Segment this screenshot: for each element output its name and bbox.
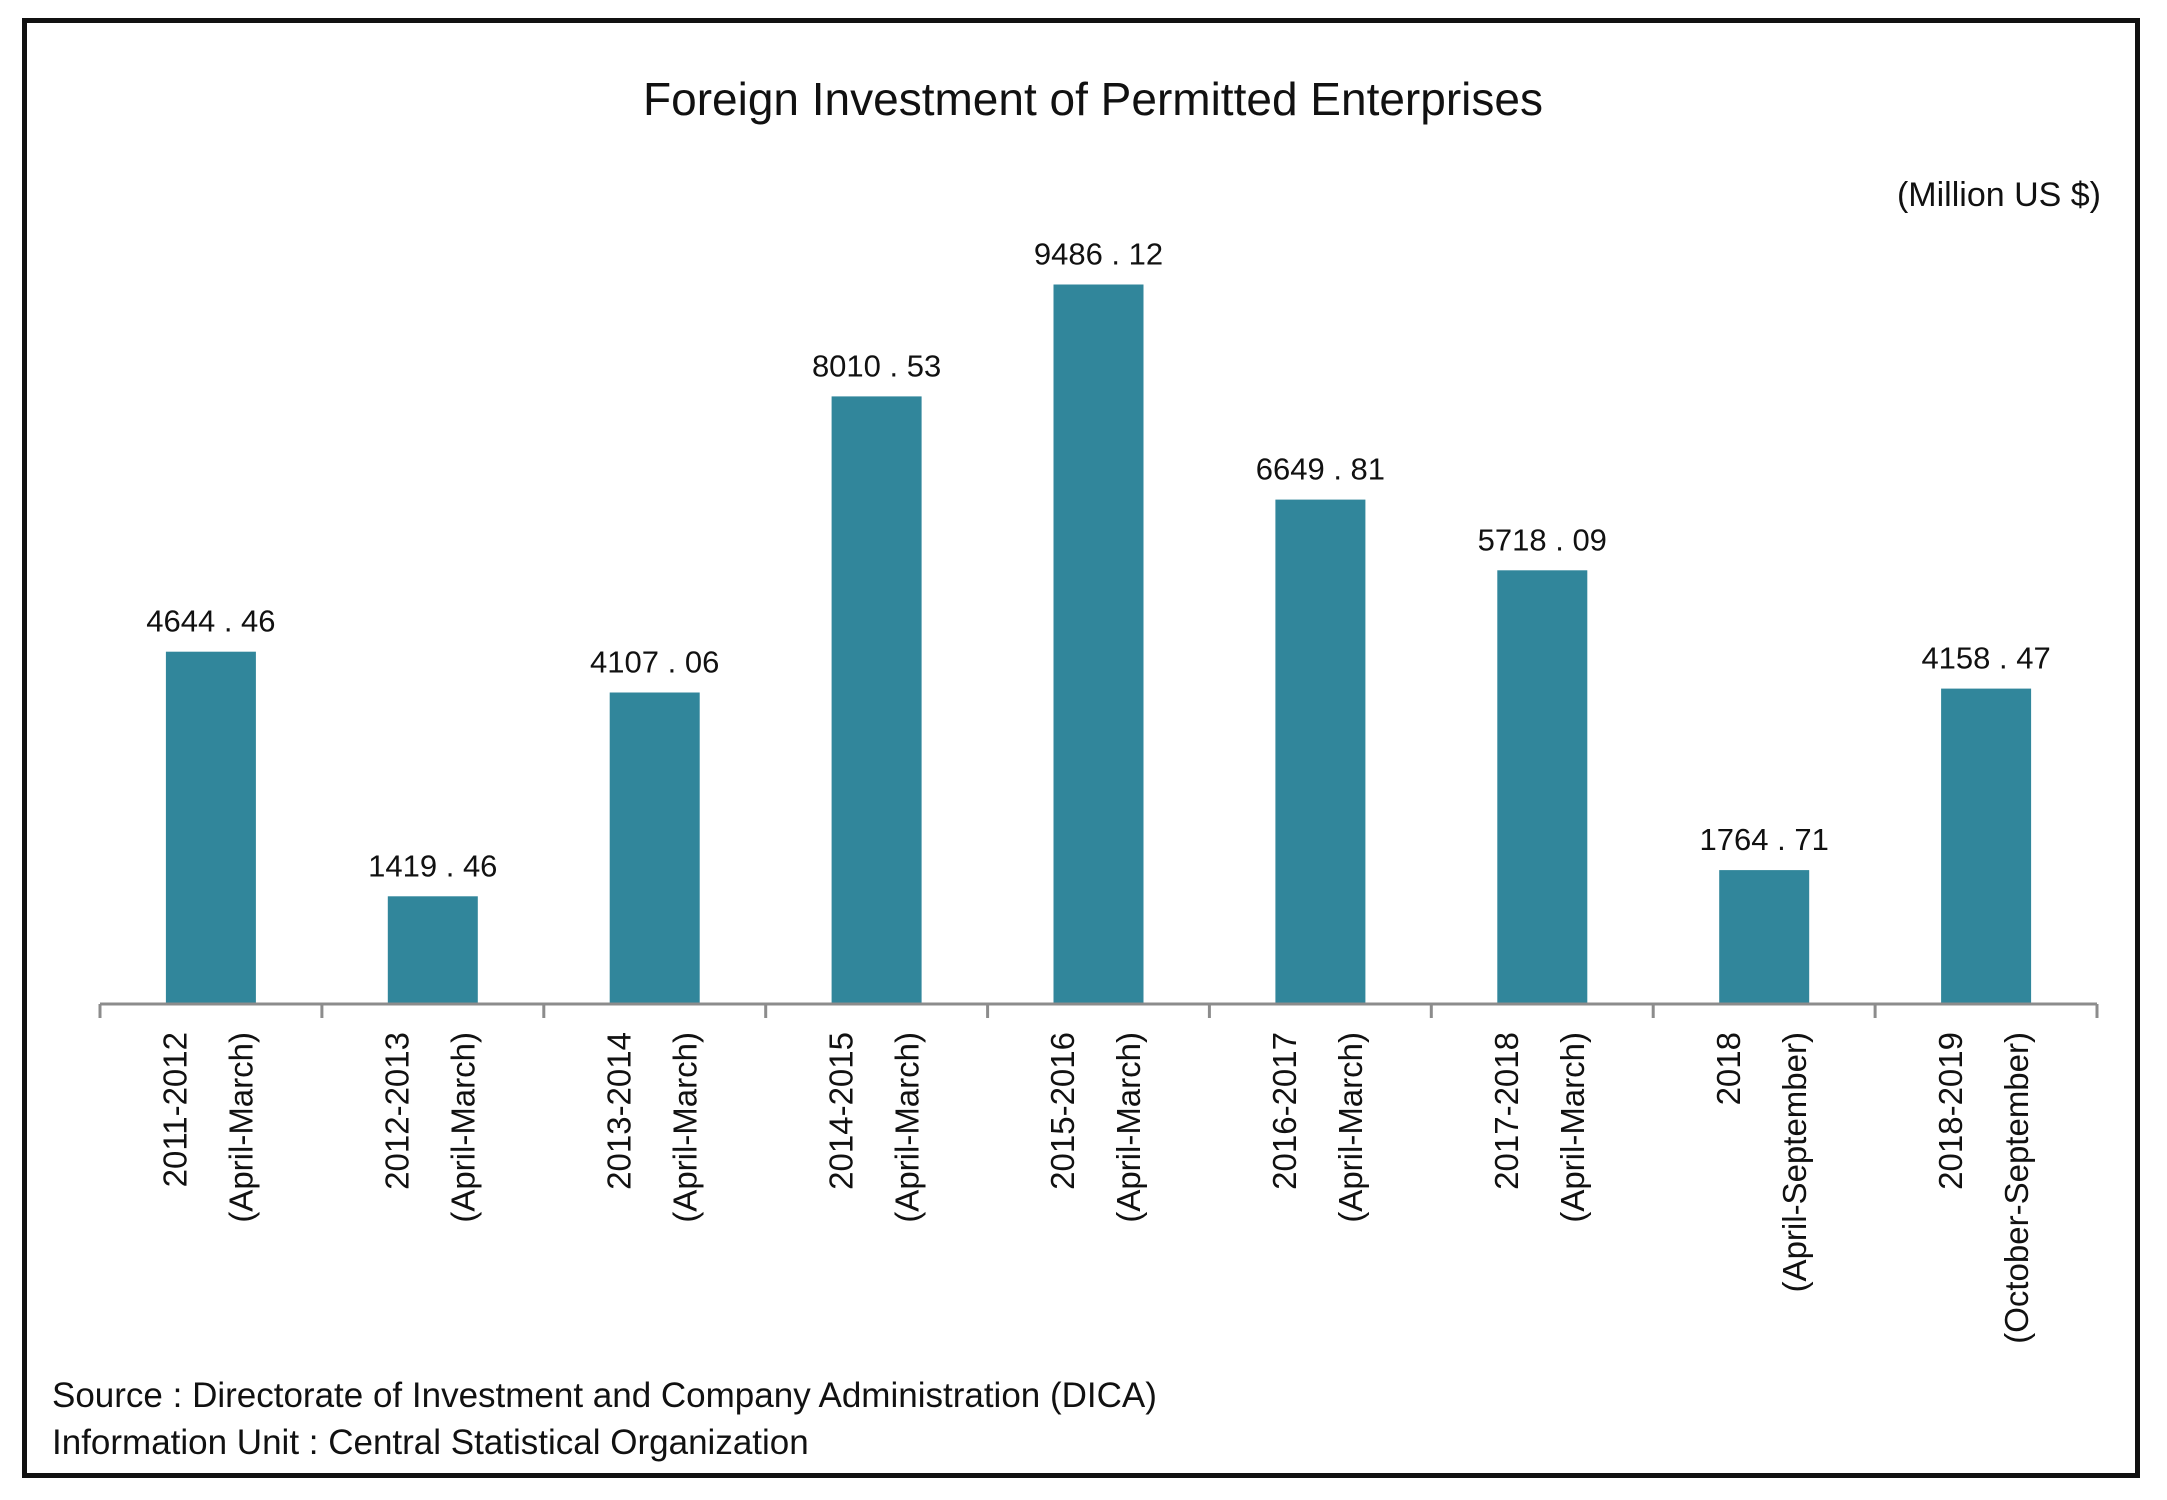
category-line-7-1: 2017-2018 [1488,1032,1525,1190]
bar-8 [1719,870,1810,1004]
data-label-1: 4644 . 46 [146,604,275,639]
bar-6 [1275,499,1366,1004]
info-unit-note: Information Unit : Central Statistical O… [52,1423,809,1462]
data-label-6: 6649 . 81 [1256,452,1385,487]
source-note: Source : Directorate of Investment and C… [52,1376,1157,1415]
bar-9 [1941,688,2032,1004]
bar-3 [609,692,700,1004]
bar-5 [1053,284,1144,1004]
chart-frame [22,18,2140,1478]
category-line-7-2: (April-March) [1554,1032,1591,1223]
chart-title: Foreign Investment of Permitted Enterpri… [643,73,1543,125]
category-line-3-1: 2013-2014 [600,1032,637,1190]
category-label-9: 2018-2019 (October-September) [1932,1032,2035,1344]
data-labels-group: 4644 . 46 1419 . 46 4107 . 06 8010 . 53 9486… [146,237,2050,884]
category-line-1-1: 2011-2012 [157,1032,194,1187]
category-line-5-1: 2015-2016 [1044,1032,1081,1190]
data-label-5: 9486 . 12 [1034,237,1163,272]
category-label-6: 2016-2017 (April-March) [1266,1032,1369,1223]
category-line-6-1: 2016-2017 [1266,1032,1303,1190]
category-label-8: 2018 (April-September) [1710,1032,1813,1292]
category-line-1-2: (April-March) [223,1032,260,1223]
category-line-2-1: 2012-2013 [379,1032,416,1190]
data-label-9: 4158 . 47 [1921,641,2050,676]
category-line-5-2: (April-March) [1110,1032,1147,1223]
category-label-5: 2015-2016 (April-March) [1044,1032,1147,1223]
data-label-4: 8010 . 53 [812,348,941,383]
category-label-4: 2014-2015 (April-March) [822,1032,925,1223]
category-line-6-2: (April-March) [1332,1032,1369,1223]
category-line-3-2: (April-March) [666,1032,703,1223]
category-line-8-1: 2018 [1710,1032,1747,1105]
category-line-4-1: 2014-2015 [822,1032,859,1190]
unit-label: (Million US $) [1897,176,2101,214]
category-line-8-2: (April-September) [1776,1032,1813,1292]
category-label-2: 2012-2013 (April-March) [379,1032,482,1223]
category-label-7: 2017-2018 (April-March) [1488,1032,1591,1223]
category-line-4-2: (April-March) [888,1032,925,1223]
category-line-9-1: 2018-2019 [1932,1032,1969,1190]
x-axis [98,1002,2099,1018]
category-label-3: 2013-2014 (April-March) [600,1032,703,1223]
bars-group [165,284,2032,1004]
category-labels-group: 2011-2012 (April-March) 2012-2013 (April-Ma… [157,1032,2035,1344]
category-line-9-2: (October-September) [1998,1032,2035,1344]
bar-2 [387,896,478,1004]
category-line-2-2: (April-March) [445,1032,482,1223]
bar-1 [165,651,256,1004]
data-label-3: 4107 . 06 [590,645,719,680]
data-label-7: 5718 . 09 [1478,522,1607,557]
data-label-2: 1419 . 46 [368,848,497,883]
bar-4 [831,396,922,1004]
bar-7 [1497,570,1588,1004]
data-label-8: 1764 . 71 [1700,822,1829,857]
category-label-1: 2011-2012 (April-March) [157,1032,260,1223]
